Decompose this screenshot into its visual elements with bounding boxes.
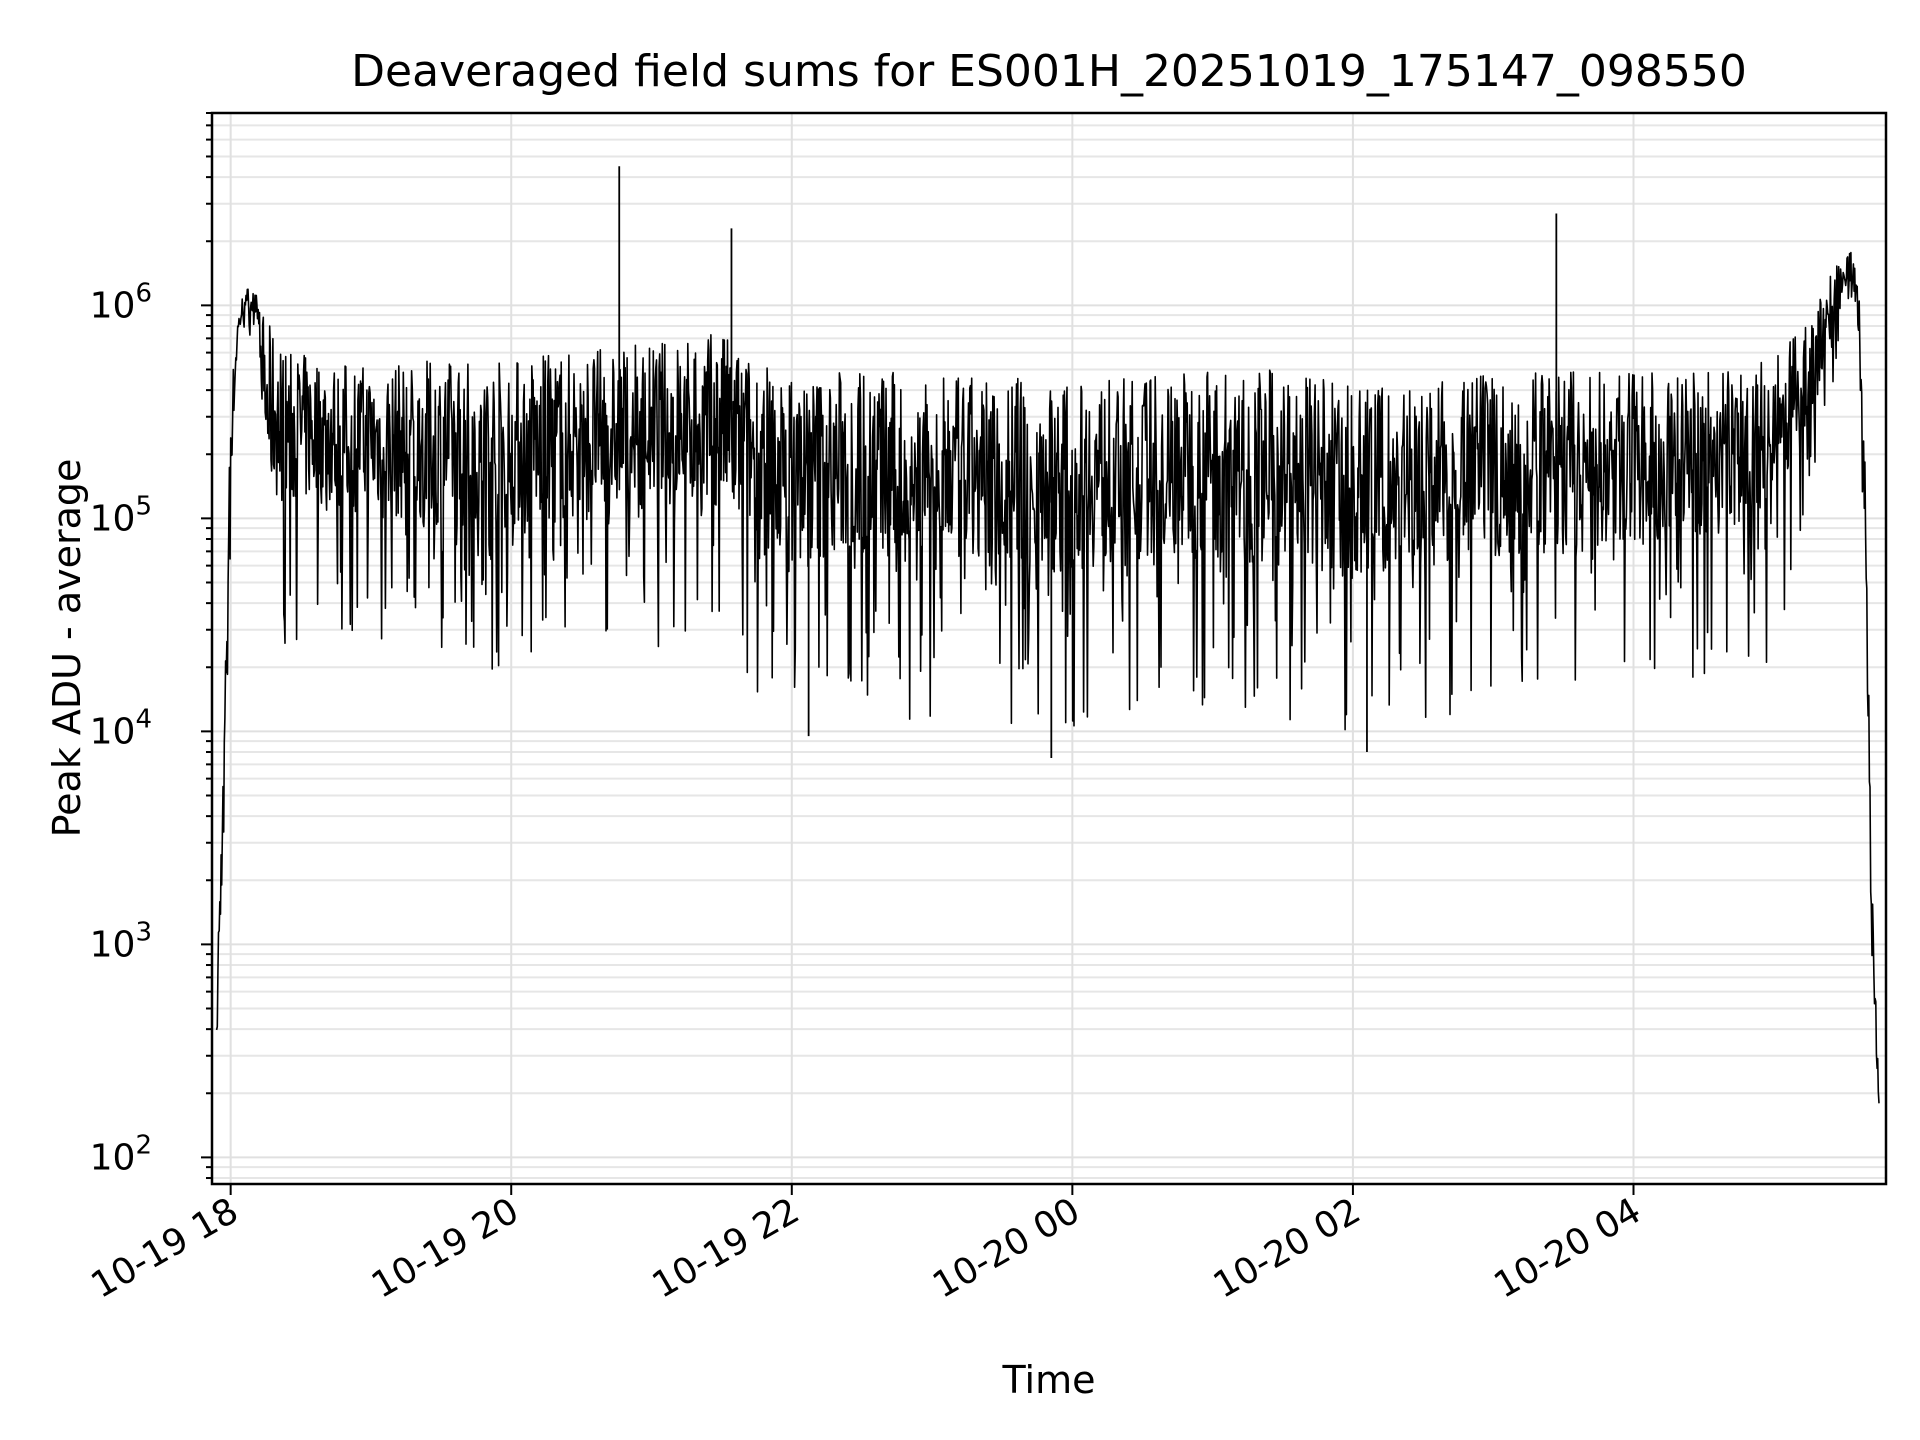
y-axis-label: Peak ADU - average: [45, 459, 89, 838]
series-line: [215, 251, 1880, 1104]
y-tick-label: 106: [90, 278, 152, 326]
data-series: [215, 166, 1880, 1104]
x-axis-label: Time: [1002, 1358, 1096, 1402]
y-tick-label: 105: [90, 491, 152, 539]
y-axis: 102 103 104 105 106: [90, 112, 212, 1180]
plot-area-frame: [210, 111, 1888, 1186]
y-tick-label: 104: [90, 704, 152, 752]
y-tick-label: 102: [90, 1130, 152, 1178]
chart-title: Deaveraged field sums for ES001H_2025101…: [351, 46, 1747, 97]
y-tick-label: 103: [90, 917, 152, 965]
